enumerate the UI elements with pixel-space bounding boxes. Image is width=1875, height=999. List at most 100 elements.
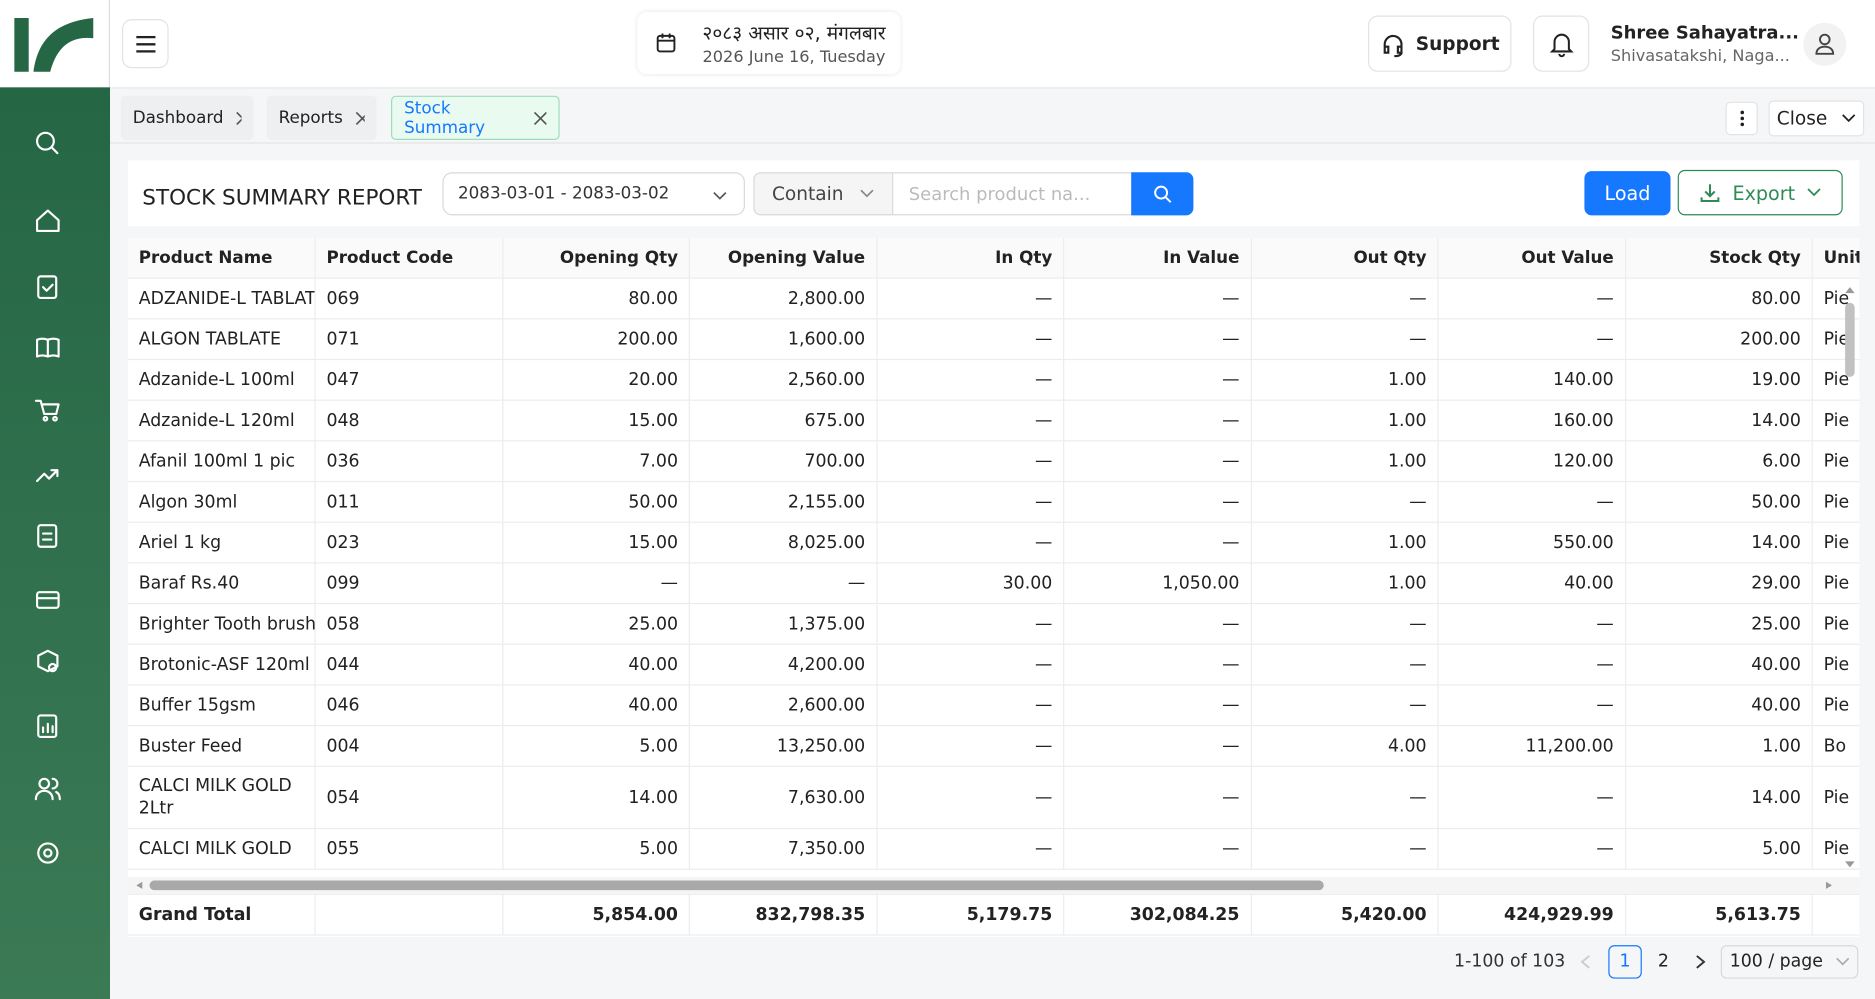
cell: — (1063, 766, 1252, 830)
tab-close[interactable] (236, 111, 242, 125)
notification-button[interactable] (1533, 15, 1590, 72)
top-bar: २०८३ असार ०२, मंगलबार 2026 June 16, Tues… (110, 0, 1875, 89)
user-info[interactable]: Shree Sahayatra... Shivasatakshi, Naga..… (1611, 22, 1799, 66)
cell: — (1437, 684, 1626, 727)
cell: — (876, 359, 1065, 401)
load-button[interactable]: Load (1584, 171, 1671, 216)
cell: 675.00 (689, 400, 878, 442)
table-row: Brighter Tooth brush 058 25.00 1,375.00— — — —… (127, 603, 1860, 645)
cell: 6.00 (1625, 440, 1813, 483)
cell: 200.00 (502, 318, 690, 361)
more-icon (1739, 110, 1744, 127)
cell: Bo (1812, 725, 1860, 767)
cell: Buffer 15gsm (127, 684, 316, 727)
cell: 80.00 (502, 278, 690, 320)
menu-icon (135, 35, 155, 53)
cell: Pie (1812, 481, 1860, 523)
cell: 2,800.00 (689, 278, 878, 320)
support-button[interactable]: Support (1367, 15, 1512, 72)
avatar[interactable] (1802, 22, 1847, 67)
header-row: Product Name Product Code Opening Qty Openi… (127, 238, 1860, 279)
cell: Adzanide-L 120ml (127, 400, 316, 442)
user-name: Shree Sahayatra... (1610, 21, 1799, 44)
page-button-active[interactable]: 1 (1608, 945, 1642, 979)
logo (0, 0, 111, 88)
menu-button[interactable] (121, 19, 169, 69)
cell: 29.00 (1625, 562, 1813, 605)
cell: 50.00 (1625, 481, 1813, 523)
cell: — (1063, 481, 1252, 523)
cell: 004 (315, 725, 503, 767)
cell: — (1250, 481, 1439, 523)
column-header: In Value (1063, 238, 1252, 279)
table-row: ADZANIDE-L TABLATE 069 80.00 2,800.00— — — —80… (127, 278, 1860, 320)
cell: — (1250, 828, 1439, 870)
table-container: Product Name Product Code Opening Qty Openi… (127, 238, 1860, 937)
cell: Pie (1812, 522, 1860, 564)
cell: 14.00 (1625, 766, 1813, 830)
sidebar-icons[interactable] (0, 87, 110, 999)
export-label: Export (1732, 181, 1796, 204)
cell: — (876, 725, 1065, 767)
load-label: Load (1604, 181, 1651, 205)
cell: — (1063, 522, 1252, 564)
cell: Brighter Tooth brush (127, 603, 316, 645)
cell: 40.00 (502, 684, 690, 727)
tab[interactable]: Dashboard (120, 95, 254, 140)
chevron (713, 192, 727, 200)
h-scrollbar[interactable] (127, 876, 1860, 894)
page-button[interactable]: 2 (1657, 952, 1669, 972)
cell: 1.00 (1250, 440, 1439, 483)
cell: Pie (1812, 400, 1860, 442)
tab-active[interactable]: Stock Summary (391, 95, 560, 140)
v-scrollbar[interactable] (1840, 279, 1859, 876)
cell: — (876, 481, 1065, 523)
cell: 4,200.00 (689, 644, 878, 686)
cell: 200.00 (1625, 318, 1813, 361)
tab-label: Stock Summary (404, 98, 486, 137)
cell: — (1437, 278, 1626, 320)
cell: 20.00 (502, 359, 690, 401)
tab-close[interactable] (534, 111, 547, 125)
tab[interactable]: Reports (266, 95, 377, 140)
cell: — (876, 603, 1065, 645)
cell: — (876, 828, 1065, 870)
cell: 7,350.00 (689, 828, 878, 870)
cell: 1.00 (1250, 359, 1439, 401)
search-button[interactable] (1131, 172, 1194, 216)
sidebar (0, 87, 111, 999)
filter-select[interactable]: Contain (753, 172, 894, 216)
tab-close[interactable] (355, 111, 365, 125)
cell: 1,600.00 (689, 318, 878, 361)
close-dropdown[interactable]: Close (1768, 100, 1865, 137)
date-display[interactable]: २०८३ असार ०२, मंगलबार 2026 June 16, Tues… (637, 11, 901, 75)
cell: 7.00 (502, 440, 690, 483)
search-input[interactable]: Search product na... (892, 172, 1133, 216)
cell: Baraf Rs.40 (127, 562, 316, 605)
cell: 14.00 (1625, 400, 1813, 442)
column-header: Unit (1812, 238, 1860, 279)
table-row: CALCI MILK GOLD 2Ltr 054 14.00 7,630.00— — — —… (127, 766, 1860, 830)
cell: — (1063, 644, 1252, 686)
page-size-select[interactable]: 100 / page (1720, 945, 1859, 979)
total-value: 302,084.25 (1063, 893, 1252, 936)
export-button[interactable]: Export (1677, 169, 1843, 216)
prev-page[interactable] (1578, 954, 1592, 971)
date-range-picker[interactable]: 2083-03-01 - 2083-03-02 (442, 172, 745, 216)
more-button[interactable] (1725, 101, 1758, 136)
column-header: Product Name (127, 238, 316, 279)
cell: 40.00 (1437, 562, 1626, 605)
cell: — (1437, 603, 1626, 645)
table-row: Buffer 15gsm 046 40.00 2,600.00— — — —40.00 Pie (127, 684, 1860, 727)
total-value: 5,179.75 (876, 893, 1065, 936)
cell: 40.00 (502, 644, 690, 686)
next-page[interactable] (1693, 954, 1707, 971)
cell: — (876, 766, 1065, 830)
table-row: Adzanide-L 120ml 048 15.00 675.00— —1.00 160.… (127, 400, 1860, 442)
cell: 19.00 (1625, 359, 1813, 401)
cell: — (1063, 400, 1252, 442)
column-header: Product Code (315, 238, 503, 279)
close-label: Close (1776, 107, 1828, 130)
cell: Pie (1812, 603, 1860, 645)
